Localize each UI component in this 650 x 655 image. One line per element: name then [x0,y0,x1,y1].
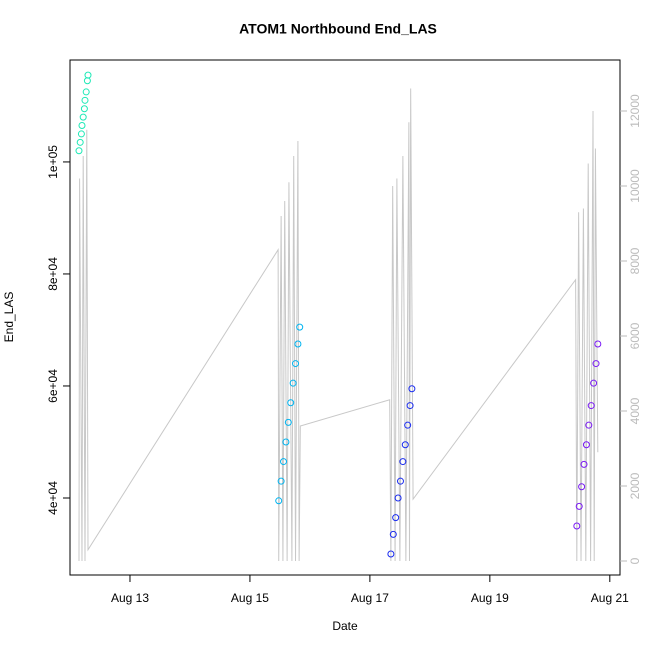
point [401,441,409,449]
point [275,497,283,505]
point [80,105,88,113]
y-tick-label: 4e+04 [46,481,60,515]
point [408,385,416,393]
x-tick-label: Aug 17 [351,591,389,605]
point [590,379,598,387]
point [573,522,581,530]
point [280,458,288,466]
y-tick-label: 6e+04 [46,369,60,403]
x-tick-label: Aug 15 [231,591,269,605]
point [82,88,90,96]
plot-box [69,59,621,576]
point [289,379,297,387]
point [575,502,583,510]
y2-tick-label: 6000 [628,322,642,349]
point [582,441,590,449]
point [77,130,85,138]
y-axis-label: End_LAS [2,292,16,343]
x-tick-label: Aug 19 [471,591,509,605]
point [296,323,304,331]
point [282,438,290,446]
point [277,477,285,485]
point [83,77,91,85]
point [81,96,89,104]
point [592,360,600,368]
y2-tick-label: 10000 [628,169,642,203]
point [580,460,588,468]
point [84,71,92,79]
point [78,122,86,130]
y-tick-label: 8e+04 [46,257,60,291]
point [587,402,595,410]
x-tick-label: Aug 13 [111,591,149,605]
y2-tick-label: 4000 [628,397,642,424]
point [389,530,397,538]
point [387,550,395,558]
point [394,494,402,502]
point [406,402,414,410]
x-axis-label: Date [332,619,358,633]
point [578,483,586,491]
point [392,514,400,522]
y2-tick-label: 2000 [628,472,642,499]
point [76,138,84,146]
line [78,88,599,562]
point [396,477,404,485]
point [404,421,412,429]
y2-tick-label: 0 [628,557,642,564]
y2-tick-label: 12000 [628,94,642,128]
point [585,421,593,429]
y-tick-label: 1e+05 [46,145,60,179]
point [399,458,407,466]
y2-tick-label: 8000 [628,247,642,274]
point [594,340,602,348]
point [75,147,83,155]
point [287,399,295,407]
point [79,113,87,121]
point [284,418,292,426]
chart-title: ATOM1 Northbound End_LAS [239,21,437,37]
x-tick-label: Aug 21 [591,591,629,605]
point [294,340,302,348]
point [292,360,300,368]
